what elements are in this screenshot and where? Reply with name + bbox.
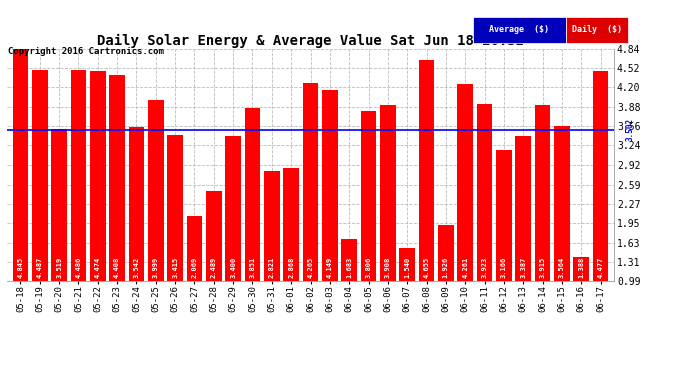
Text: 2.069: 2.069 — [191, 257, 197, 278]
Text: 1.388: 1.388 — [578, 257, 584, 278]
Bar — [535, 105, 551, 281]
Text: 3.166: 3.166 — [501, 257, 507, 278]
Text: 4.655: 4.655 — [424, 257, 430, 278]
Text: 2.821: 2.821 — [269, 257, 275, 278]
Bar — [303, 84, 318, 281]
Bar — [12, 48, 28, 281]
Text: 3.502: 3.502 — [626, 118, 635, 141]
Text: 4.265: 4.265 — [308, 257, 313, 278]
Bar — [51, 129, 67, 281]
Text: 1.926: 1.926 — [443, 257, 449, 278]
Text: 4.845: 4.845 — [17, 257, 23, 278]
Title: Daily Solar Energy & Average Value Sat Jun 18 20:32: Daily Solar Energy & Average Value Sat J… — [97, 33, 524, 48]
Text: 3.851: 3.851 — [250, 257, 255, 278]
Text: 3.806: 3.806 — [366, 257, 371, 278]
Bar — [515, 136, 531, 281]
Bar — [419, 60, 435, 281]
Bar — [380, 105, 396, 281]
Bar — [457, 84, 473, 281]
Text: 3.923: 3.923 — [482, 257, 488, 278]
Bar — [128, 127, 144, 281]
Bar — [225, 136, 241, 281]
Text: Average  ($): Average ($) — [489, 26, 549, 34]
Text: 3.564: 3.564 — [559, 257, 565, 278]
Text: 3.387: 3.387 — [520, 257, 526, 278]
Bar — [554, 126, 570, 281]
Text: 1.540: 1.540 — [404, 257, 410, 278]
Text: 3.519: 3.519 — [56, 257, 62, 278]
Bar — [70, 70, 86, 281]
Bar — [109, 75, 125, 281]
Bar — [32, 70, 48, 281]
Text: Copyright 2016 Cartronics.com: Copyright 2016 Cartronics.com — [8, 47, 164, 56]
Bar — [244, 108, 260, 281]
Bar — [90, 71, 106, 281]
Text: 3.915: 3.915 — [540, 257, 546, 278]
Bar — [400, 248, 415, 281]
Text: 4.149: 4.149 — [327, 257, 333, 278]
Bar — [477, 104, 493, 281]
Text: 2.868: 2.868 — [288, 257, 294, 278]
Bar — [148, 99, 164, 281]
Bar — [283, 168, 299, 281]
Text: 4.408: 4.408 — [114, 257, 120, 278]
Text: 3.415: 3.415 — [172, 257, 178, 278]
Bar — [496, 150, 512, 281]
Text: 1.683: 1.683 — [346, 257, 352, 278]
Text: 3.542: 3.542 — [133, 257, 139, 278]
Bar — [206, 191, 221, 281]
Bar — [186, 216, 202, 281]
Bar — [342, 239, 357, 281]
Text: 4.487: 4.487 — [37, 257, 43, 278]
Text: 3.999: 3.999 — [152, 257, 159, 278]
Bar — [167, 135, 183, 281]
Text: 3.908: 3.908 — [385, 257, 391, 278]
Text: 4.486: 4.486 — [75, 257, 81, 278]
Text: 2.489: 2.489 — [211, 257, 217, 278]
Bar — [361, 111, 377, 281]
Bar — [264, 171, 279, 281]
Bar — [573, 257, 589, 281]
Text: 4.261: 4.261 — [462, 257, 469, 278]
Bar — [438, 225, 454, 281]
Text: 3.400: 3.400 — [230, 257, 236, 278]
Text: 4.474: 4.474 — [95, 257, 101, 278]
Text: 4.477: 4.477 — [598, 257, 604, 278]
Text: Daily  ($): Daily ($) — [572, 26, 622, 34]
Bar — [322, 90, 338, 281]
Bar — [593, 70, 609, 281]
